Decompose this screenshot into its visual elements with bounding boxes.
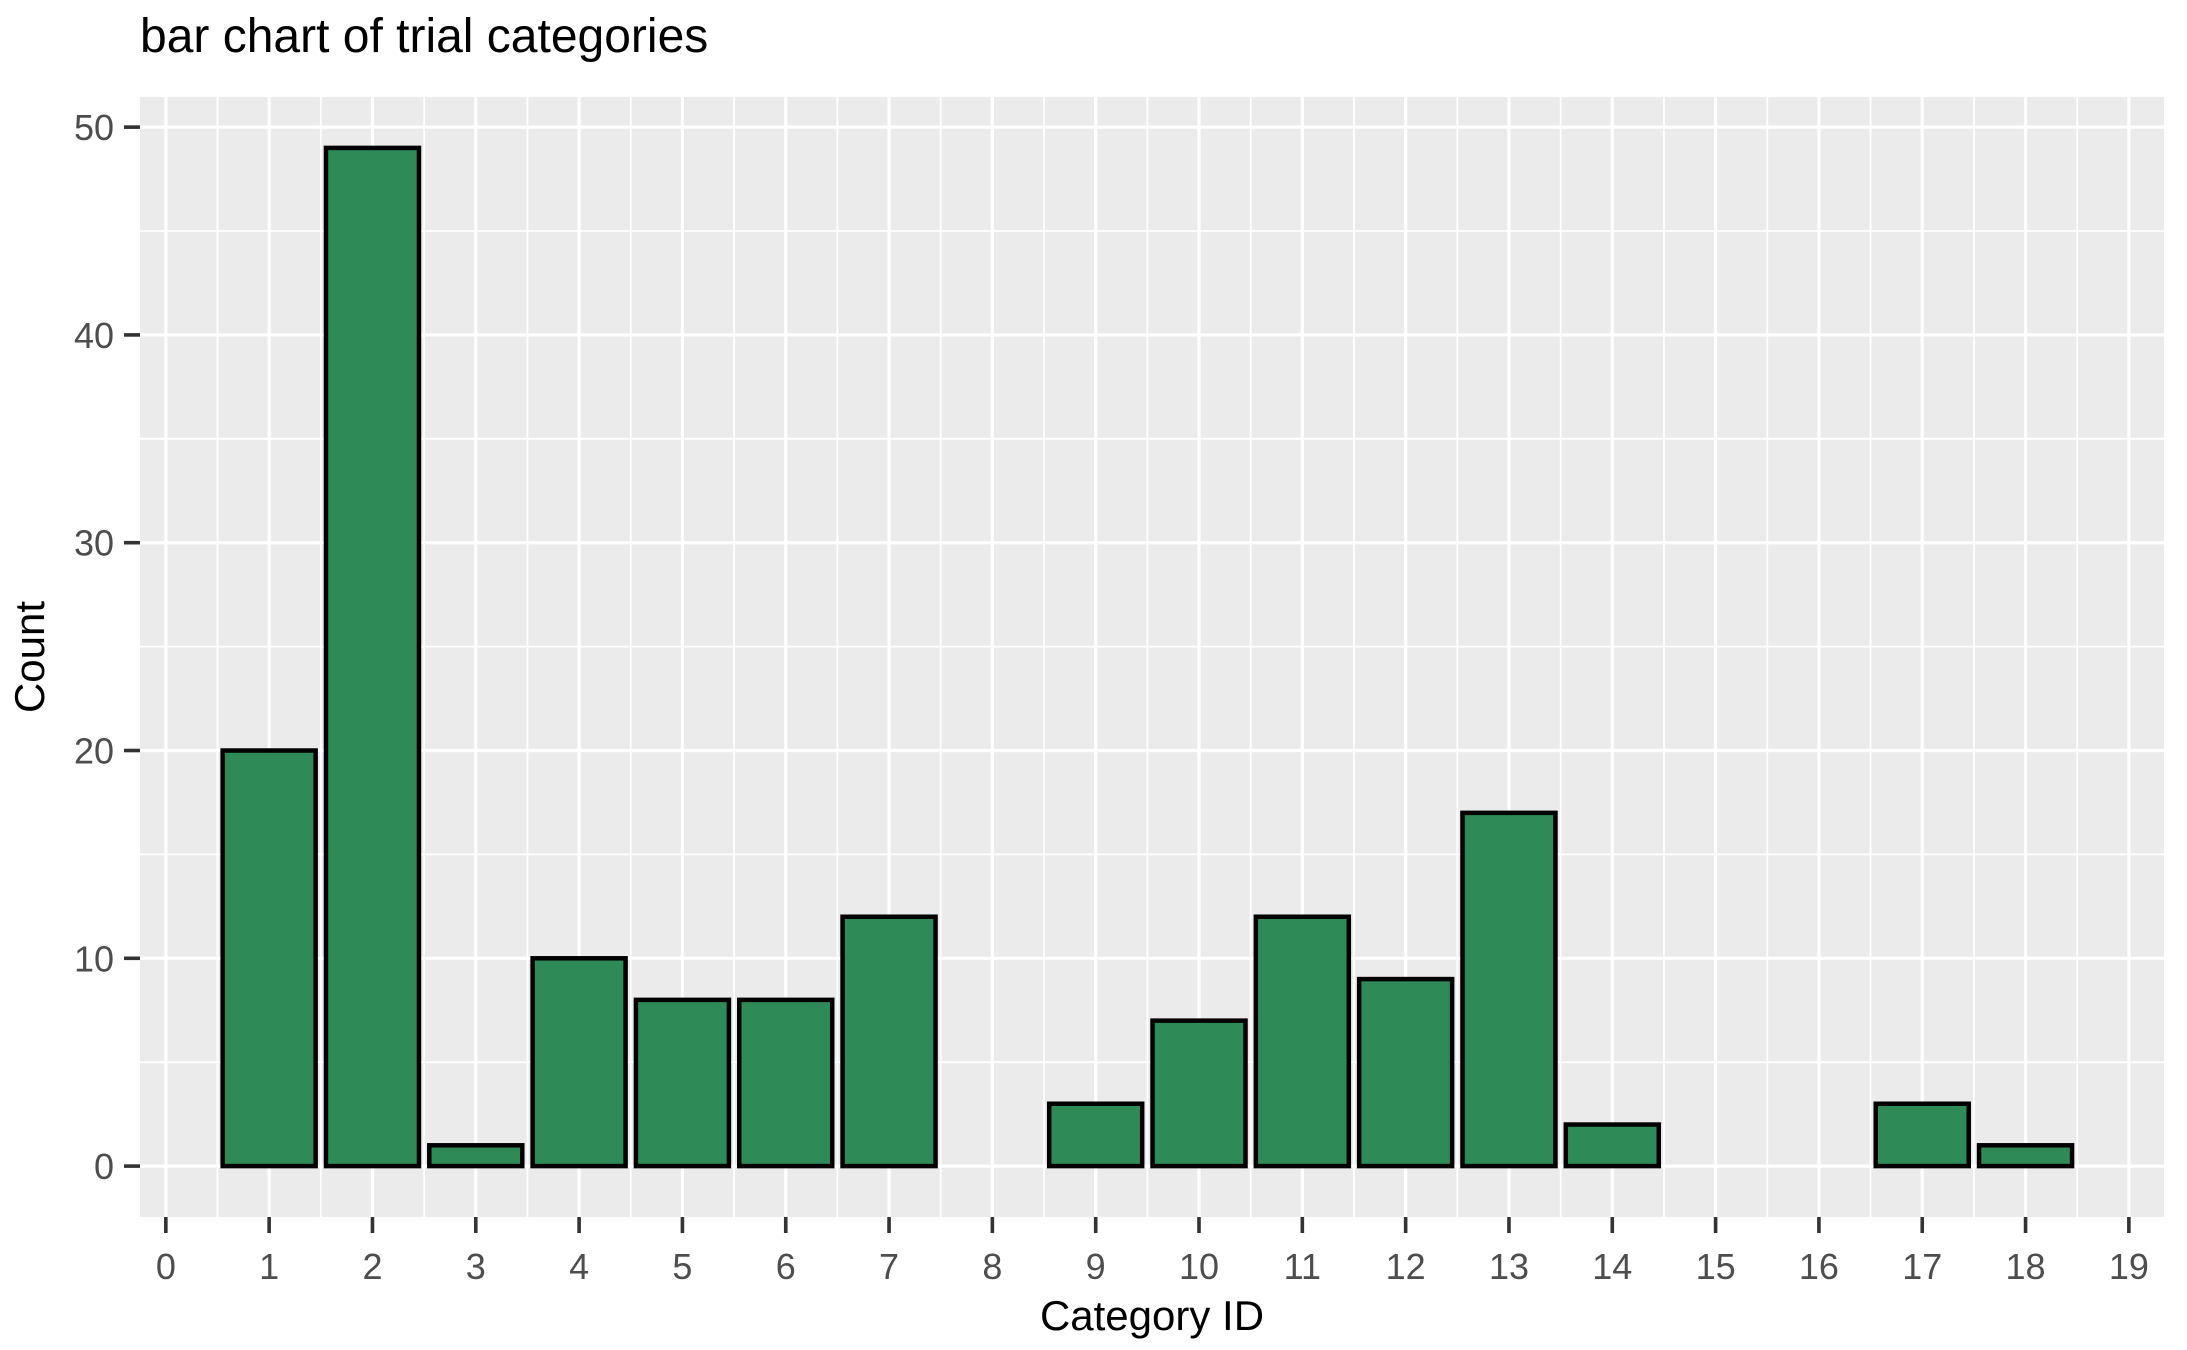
x-axis-title: Category ID	[1040, 1292, 1264, 1339]
x-axis-tick-labels: 0 1 2 3 4 5 6 7 8 9 10 11 12 13 14 15 16 17 18 19	[156, 1246, 2149, 1287]
y-tick-label-40: 40	[74, 315, 114, 356]
x-tick-label-8: 8	[982, 1246, 1002, 1287]
bar-category-18	[1976, 1143, 2075, 1169]
x-tick-label-6: 6	[776, 1246, 796, 1287]
x-tick-label-5: 5	[672, 1246, 692, 1287]
bar-category-1	[220, 748, 318, 1169]
y-axis-tick-labels: 0 10 20 30 40 50	[74, 107, 114, 1187]
bar-category-4	[530, 956, 628, 1169]
y-tick-label-30: 30	[74, 523, 114, 564]
x-tick-label-13: 13	[1489, 1246, 1529, 1287]
x-tick-label-19: 19	[2109, 1246, 2149, 1287]
x-tick-label-11: 11	[1284, 1246, 1321, 1287]
bar-category-3	[427, 1143, 525, 1169]
x-tick-label-14: 14	[1592, 1246, 1632, 1287]
x-tick-label-4: 4	[569, 1246, 589, 1287]
x-tick-label-18: 18	[2006, 1246, 2046, 1287]
bar-category-17	[1873, 1101, 1971, 1169]
x-tick-label-15: 15	[1696, 1246, 1736, 1287]
y-tick-label-0: 0	[94, 1146, 114, 1187]
bar-category-14	[1563, 1122, 1662, 1169]
bar-category-10	[1150, 1018, 1248, 1169]
bar-category-2	[323, 145, 422, 1169]
bar-category-11	[1253, 914, 1352, 1169]
y-tick-label-50: 50	[74, 107, 114, 148]
x-tick-label-3: 3	[466, 1246, 486, 1287]
x-tick-label-9: 9	[1086, 1246, 1106, 1287]
x-tick-label-16: 16	[1799, 1246, 1839, 1287]
x-tick-label-12: 12	[1386, 1246, 1426, 1287]
y-axis-title: Count	[6, 601, 53, 713]
x-tick-label-0: 0	[156, 1246, 176, 1287]
bar-series	[220, 145, 2075, 1169]
y-tick-label-10: 10	[74, 938, 114, 979]
chart-title: bar chart of trial categories	[140, 10, 708, 63]
bar-category-7	[840, 914, 938, 1169]
x-tick-label-17: 17	[1902, 1246, 1942, 1287]
bar-category-5	[633, 997, 732, 1169]
bar-category-12	[1356, 976, 1455, 1169]
axis-tick-marks	[124, 125, 2131, 1233]
x-tick-label-2: 2	[362, 1246, 382, 1287]
bar-category-13	[1460, 810, 1558, 1169]
x-tick-label-7: 7	[879, 1246, 899, 1287]
x-tick-label-1: 1	[259, 1246, 279, 1287]
x-tick-label-10: 10	[1179, 1246, 1219, 1287]
bar-category-9	[1046, 1101, 1145, 1169]
bar-category-6	[736, 997, 835, 1169]
y-tick-label-20: 20	[74, 731, 114, 772]
